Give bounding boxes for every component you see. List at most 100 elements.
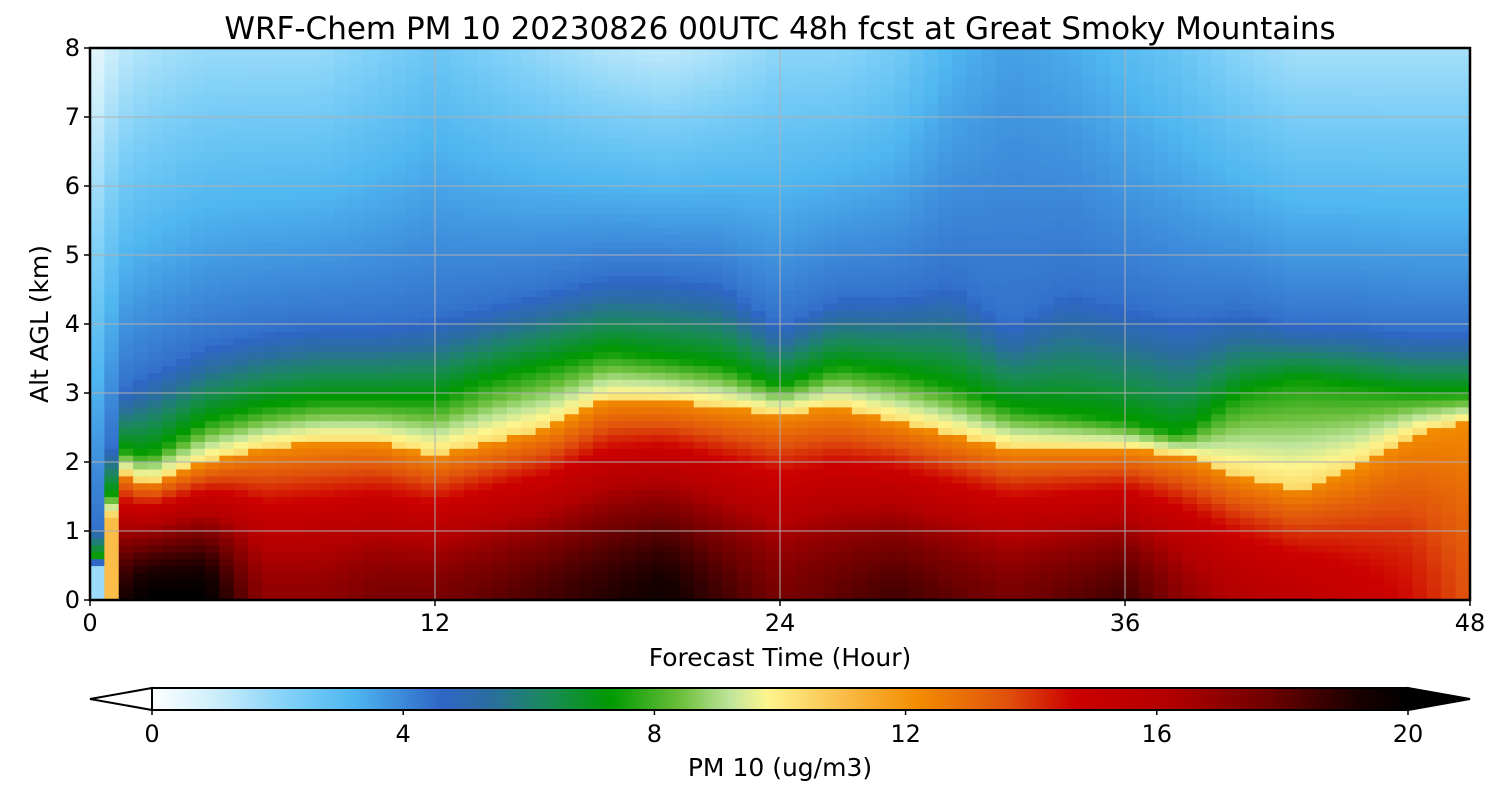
heatmap-cell (521, 565, 537, 573)
heatmap-cell (377, 399, 393, 408)
heatmap-cell (895, 199, 910, 208)
heatmap-cell (823, 248, 839, 256)
heatmap-cell (650, 489, 666, 498)
heatmap-cell (133, 82, 149, 90)
heatmap-cell (348, 123, 364, 132)
heatmap-cell (233, 482, 249, 491)
heatmap-cell (866, 427, 882, 435)
heatmap-cell (966, 61, 982, 70)
heatmap-cell (708, 351, 724, 360)
heatmap-cell (636, 206, 652, 215)
heatmap-cell (866, 434, 882, 442)
heatmap-cell (866, 303, 882, 311)
heatmap-cell (377, 199, 393, 208)
heatmap-cell (866, 330, 882, 339)
heatmap-cell (780, 503, 795, 511)
heatmap-cell (320, 537, 335, 546)
heatmap-cell (722, 351, 738, 360)
heatmap-cell (391, 448, 407, 456)
heatmap-cell (420, 510, 436, 518)
heatmap-cell (147, 234, 163, 242)
heatmap-cell (966, 54, 982, 63)
heatmap-cell (952, 165, 968, 173)
heatmap-cell (305, 61, 321, 70)
heatmap-cell (363, 282, 379, 291)
heatmap-cell (823, 48, 839, 56)
heatmap-cell (909, 455, 925, 463)
heatmap-cell (966, 89, 982, 97)
heatmap-cell (895, 379, 910, 387)
heatmap-cell (176, 137, 192, 146)
heatmap-cell (305, 324, 321, 332)
heatmap-cell (650, 468, 666, 477)
heatmap-cell (751, 303, 767, 311)
heatmap-cell (909, 234, 925, 242)
heatmap-cell (578, 137, 594, 146)
heatmap-cell (233, 337, 249, 346)
heatmap-cell (463, 565, 479, 573)
heatmap-cell (406, 151, 422, 159)
heatmap-cell (665, 289, 680, 297)
heatmap-cell (147, 393, 163, 401)
heatmap-cell (923, 579, 939, 587)
heatmap-cell (161, 593, 177, 600)
heatmap-cell (708, 455, 724, 463)
heatmap-cell (334, 462, 350, 470)
heatmap-cell (808, 448, 824, 456)
heatmap-cell (909, 462, 925, 470)
heatmap-cell (650, 117, 666, 125)
heatmap-cell (348, 241, 364, 249)
heatmap-cell (895, 406, 910, 415)
heatmap-cell (693, 330, 709, 339)
heatmap-cell (636, 586, 652, 594)
heatmap-cell (104, 593, 120, 600)
heatmap-cell (794, 379, 810, 387)
heatmap-cell (923, 593, 939, 600)
heatmap-cell (880, 179, 896, 187)
heatmap-cell (895, 572, 910, 580)
heatmap-cell (607, 61, 623, 70)
heatmap-cell (880, 579, 896, 587)
heatmap-cell (808, 524, 824, 532)
heatmap-cell (693, 572, 709, 580)
heatmap-cell (952, 151, 968, 159)
heatmap-cell (104, 531, 120, 539)
heatmap-cell (708, 358, 724, 366)
heatmap-cell (291, 206, 307, 215)
heatmap-cell (593, 186, 609, 194)
heatmap-cell (650, 524, 666, 532)
heatmap-cell (276, 517, 292, 525)
heatmap-cell (794, 296, 810, 304)
heatmap-cell (463, 572, 479, 580)
heatmap-cell (765, 165, 781, 173)
heatmap-cell (147, 427, 163, 435)
heatmap-cell (808, 172, 824, 180)
heatmap-cell (262, 351, 278, 360)
heatmap-cell (521, 386, 537, 394)
heatmap-cell (851, 206, 867, 215)
heatmap-cell (966, 351, 982, 360)
heatmap-cell (205, 386, 220, 394)
heatmap-cell (334, 317, 350, 325)
heatmap-cell (363, 275, 379, 284)
heatmap-cell (133, 558, 149, 567)
heatmap-cell (751, 475, 767, 484)
heatmap-cell (133, 579, 149, 587)
heatmap-cell (693, 303, 709, 311)
heatmap-cell (751, 282, 767, 291)
heatmap-cell (895, 248, 910, 256)
heatmap-cell (118, 351, 134, 360)
heatmap-cell (161, 310, 177, 318)
heatmap-cell (205, 537, 220, 546)
heatmap-cell (334, 268, 350, 277)
heatmap-cell (320, 572, 335, 580)
heatmap-cell (104, 130, 120, 139)
heatmap-cell (794, 386, 810, 394)
heatmap-cell (823, 482, 839, 491)
heatmap-cell (147, 89, 163, 97)
heatmap-cell (478, 82, 494, 90)
heatmap-cell (305, 503, 321, 511)
heatmap-cell (161, 54, 177, 63)
heatmap-cell (607, 565, 623, 573)
heatmap-cell (147, 593, 163, 600)
